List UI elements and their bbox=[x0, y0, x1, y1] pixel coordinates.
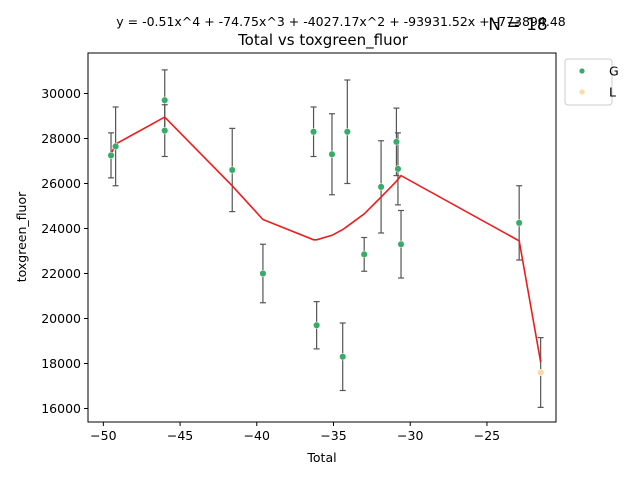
data-point-g bbox=[313, 321, 321, 329]
data-point-g bbox=[228, 166, 236, 174]
legend-marker-g bbox=[579, 68, 585, 74]
x-axis: −50 −45 −40 −35 −30 −25 bbox=[90, 422, 500, 443]
x-tick-label: −35 bbox=[320, 428, 346, 443]
data-point-g bbox=[112, 142, 120, 150]
data-point-g bbox=[328, 150, 336, 158]
chart-title: Total vs toxgreen_fluor bbox=[237, 31, 409, 50]
sample-count: N = 18 bbox=[488, 15, 547, 35]
y-tick-label: 22000 bbox=[41, 266, 81, 281]
x-tick-label: −40 bbox=[244, 428, 270, 443]
x-axis-label: Total bbox=[306, 450, 336, 465]
data-point-g bbox=[515, 219, 523, 227]
data-point-g bbox=[161, 127, 169, 135]
x-tick-label: −25 bbox=[474, 428, 500, 443]
legend-items: GL bbox=[579, 64, 619, 100]
y-tick-label: 28000 bbox=[41, 131, 81, 146]
legend-marker-l bbox=[579, 89, 585, 95]
data-point-g bbox=[394, 165, 402, 173]
data-point-g bbox=[392, 138, 400, 146]
y-axis-label: toxgreen_fluor bbox=[14, 191, 29, 282]
data-point-g bbox=[377, 183, 385, 191]
x-tick-label: −30 bbox=[397, 428, 423, 443]
data-point-g bbox=[397, 240, 405, 248]
data-point-g bbox=[259, 269, 267, 278]
y-tick-label: 18000 bbox=[41, 356, 81, 371]
legend-label-g: G bbox=[609, 64, 619, 79]
data-point-g bbox=[343, 128, 351, 136]
data-point-g bbox=[310, 128, 318, 136]
legend-label-l: L bbox=[609, 85, 616, 100]
fit-line bbox=[110, 116, 542, 363]
data-point-g bbox=[339, 353, 347, 361]
y-tick-label: 30000 bbox=[41, 86, 81, 101]
plot-frame bbox=[87, 52, 557, 423]
data-point-g bbox=[161, 96, 169, 104]
x-tick-label: −45 bbox=[167, 428, 193, 443]
legend-box bbox=[564, 58, 613, 106]
y-tick-label: 26000 bbox=[41, 176, 81, 191]
data-point-l bbox=[537, 368, 545, 377]
data-point-g bbox=[107, 151, 115, 159]
x-tick-label: −50 bbox=[90, 428, 116, 443]
y-tick-label: 20000 bbox=[41, 311, 81, 326]
legend: GL bbox=[564, 58, 619, 106]
data-point-g bbox=[360, 250, 368, 258]
y-tick-label: 24000 bbox=[41, 221, 81, 236]
plot-content bbox=[107, 69, 545, 408]
fit-equation: y = -0.51x^4 + -74.75x^3 + -4027.17x^2 +… bbox=[116, 14, 566, 29]
y-axis: 16000 18000 20000 22000 24000 26000 28000 30000 bbox=[41, 86, 88, 416]
y-tick-label: 16000 bbox=[41, 401, 81, 416]
